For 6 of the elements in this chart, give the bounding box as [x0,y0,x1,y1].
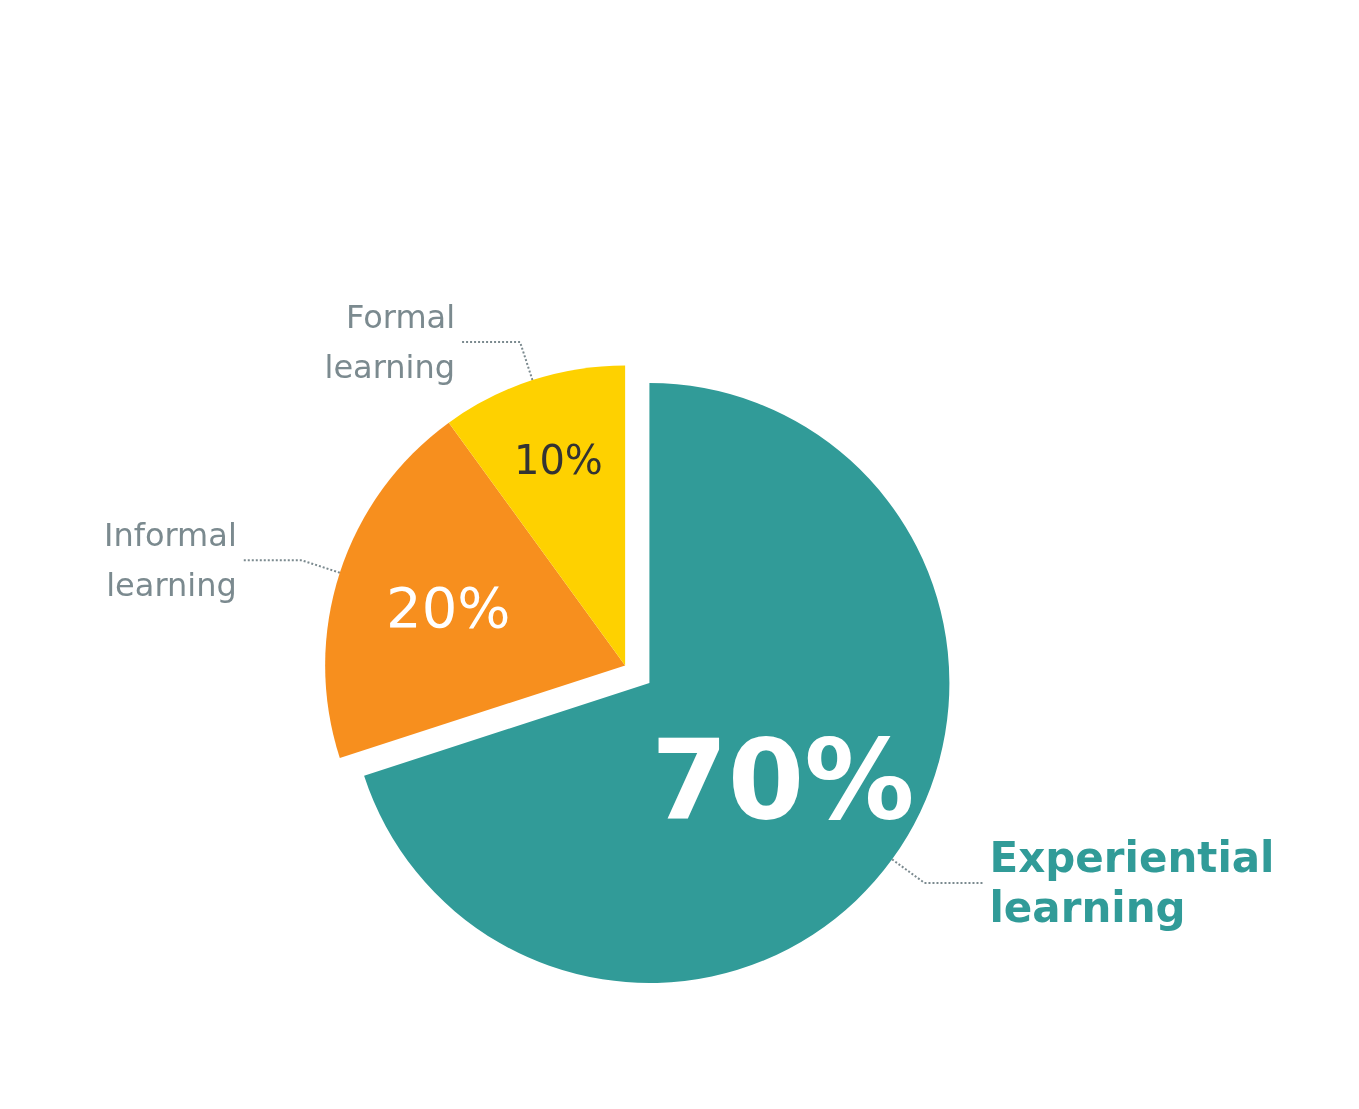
data-label: 10% [513,436,603,483]
slice-label: Formal learning [324,298,456,387]
data-label: 70% [651,716,915,845]
data-label: 20% [386,575,511,641]
slice-label: Experiential learning [989,833,1275,933]
slice-label: Informal learning [103,516,237,605]
